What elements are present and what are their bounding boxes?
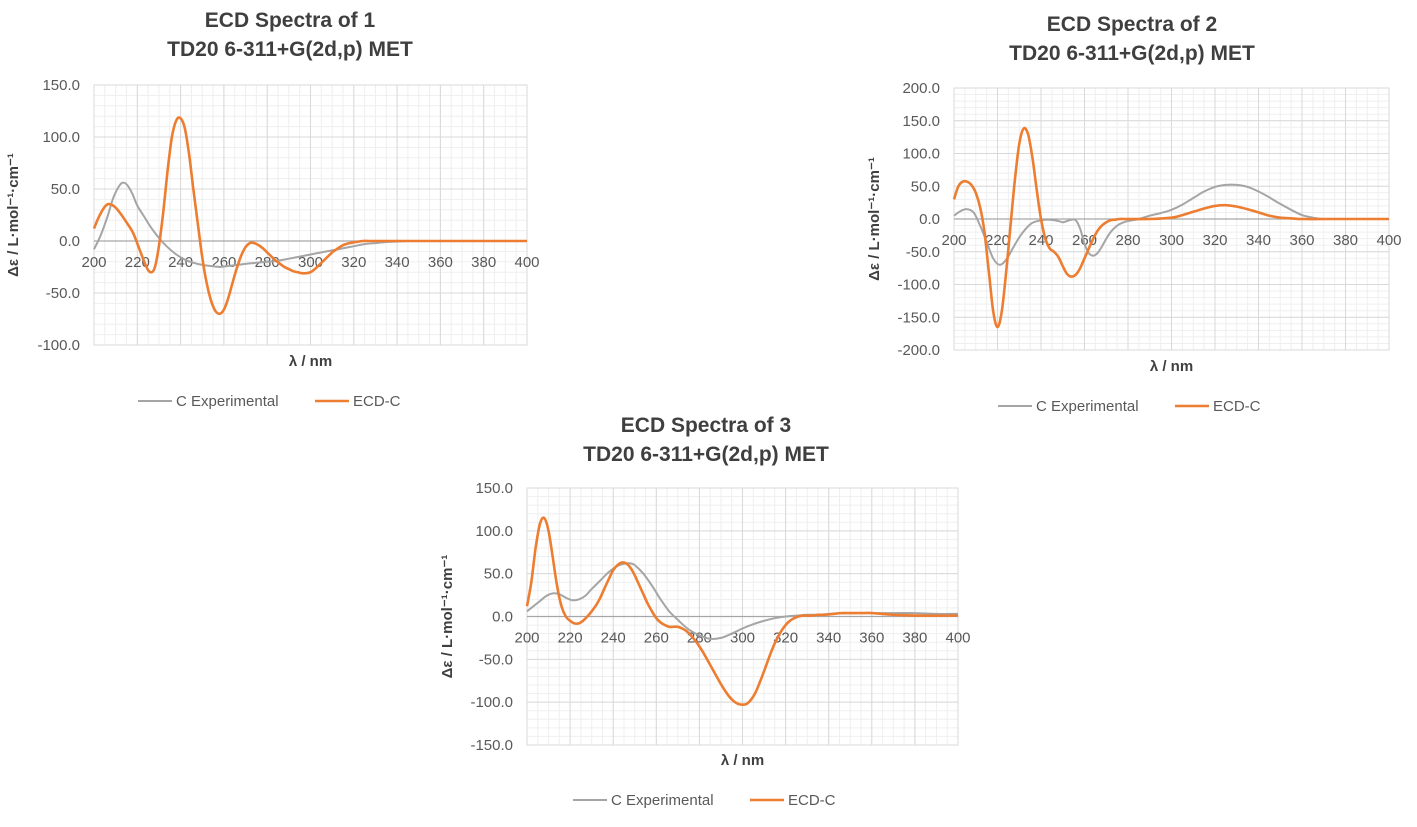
x-tick-label: 380 — [902, 630, 927, 647]
x-axis-title: λ / nm — [1150, 358, 1193, 375]
x-tick-label: 200 — [81, 254, 106, 271]
y-axis-title: Δε / L·mol⁻¹·cm⁻¹ — [439, 555, 456, 679]
legend: C Experimental ECD-C — [573, 792, 836, 809]
y-tick-label: -100.0 — [470, 694, 513, 711]
x-tick-label: 200 — [941, 232, 966, 249]
series-line-ecd-c — [952, 126, 1389, 329]
x-tick-label: 380 — [1333, 232, 1358, 249]
y-tick-label: 0.0 — [59, 233, 80, 250]
x-tick-label: 300 — [730, 630, 755, 647]
y-tick-label: -150.0 — [470, 737, 513, 754]
x-tick-label: 400 — [945, 630, 970, 647]
x-axis-title: λ / nm — [289, 353, 332, 370]
x-tick-label: 360 — [1289, 232, 1314, 249]
x-tick-label: 220 — [558, 630, 583, 647]
x-tick-label: 320 — [341, 254, 366, 271]
chart-ecd-spectra-2: ECD Spectra of 2 TD20 6-311+G(2d,p) MET 20… — [866, 13, 1402, 415]
x-tick-label: 280 — [687, 630, 712, 647]
y-tick-label: 0.0 — [492, 609, 513, 626]
y-tick-label: 150.0 — [902, 113, 940, 130]
x-tick-label: 280 — [1115, 232, 1140, 249]
x-tick-label: 260 — [211, 254, 236, 271]
chart-title-line: ECD Spectra of 2 — [1047, 13, 1217, 36]
y-axis-title: Δε / L·mol⁻¹·cm⁻¹ — [5, 153, 22, 277]
y-axis-title: Δε / L·mol⁻¹·cm⁻¹ — [866, 157, 883, 281]
legend-label-experimental: C Experimental — [176, 393, 279, 410]
series-line-ecd-c — [525, 516, 959, 706]
x-tick-label: 320 — [1202, 232, 1227, 249]
series-line-experimental — [953, 183, 1389, 266]
x-tick-label: 400 — [1376, 232, 1401, 249]
legend: C Experimental ECD-C — [138, 393, 401, 410]
y-tick-label: -150.0 — [897, 309, 940, 326]
chart-title-line: ECD Spectra of 3 — [621, 414, 791, 437]
legend: C Experimental ECD-C — [998, 398, 1261, 415]
x-tick-label: 300 — [1159, 232, 1184, 249]
y-tick-label: -50.0 — [906, 244, 940, 261]
y-tick-label: 50.0 — [911, 178, 940, 195]
x-tick-label: 400 — [514, 254, 539, 271]
chart-title-line: ECD Spectra of 1 — [205, 9, 376, 32]
legend-label-ecd-c: ECD-C — [353, 393, 401, 410]
x-tick-label: 260 — [644, 630, 669, 647]
y-tick-label: 150.0 — [475, 480, 513, 497]
y-tick-label: -200.0 — [897, 342, 940, 359]
x-tick-label: 340 — [385, 254, 410, 271]
chart-title-line: TD20 6-311+G(2d,p) MET — [583, 443, 829, 466]
y-tick-label: 200.0 — [902, 80, 940, 97]
x-tick-label: 380 — [471, 254, 496, 271]
y-tick-label: 100.0 — [475, 523, 513, 540]
x-tick-label: 340 — [816, 630, 841, 647]
x-tick-label: 240 — [601, 630, 626, 647]
x-tick-label: 360 — [859, 630, 884, 647]
y-tick-label: 100.0 — [902, 146, 940, 163]
y-tick-label: -100.0 — [897, 277, 940, 294]
y-tick-label: -100.0 — [37, 337, 80, 354]
legend-label-ecd-c: ECD-C — [788, 792, 836, 809]
chart-title-line: TD20 6-311+G(2d,p) MET — [1009, 42, 1255, 65]
series-line-ecd-c — [92, 116, 527, 316]
y-tick-label: -50.0 — [46, 285, 80, 302]
x-tick-label: 240 — [168, 254, 193, 271]
y-tick-label: 100.0 — [42, 129, 80, 146]
plot-area-border — [93, 84, 528, 346]
y-tick-label: -50.0 — [479, 651, 513, 668]
x-tick-label: 200 — [514, 630, 539, 647]
y-tick-label: 50.0 — [484, 566, 513, 583]
legend-label-experimental: C Experimental — [1036, 398, 1139, 415]
x-axis-title: λ / nm — [721, 752, 764, 769]
chart-ecd-spectra-3: ECD Spectra of 3 TD20 6-311+G(2d,p) MET 15… — [439, 414, 971, 809]
chart-ecd-spectra-1: ECD Spectra of 1 TD20 6-311+G(2d,p) MET 15… — [5, 9, 540, 410]
chart-title-line: TD20 6-311+G(2d,p) MET — [167, 38, 413, 61]
legend-label-ecd-c: ECD-C — [1213, 398, 1261, 415]
y-tick-label: 0.0 — [919, 211, 940, 228]
x-tick-label: 340 — [1246, 232, 1271, 249]
x-tick-label: 360 — [428, 254, 453, 271]
legend-label-experimental: C Experimental — [611, 792, 714, 809]
y-tick-label: 50.0 — [51, 181, 80, 198]
y-tick-label: 150.0 — [42, 77, 80, 94]
x-tick-label: 220 — [985, 232, 1010, 249]
